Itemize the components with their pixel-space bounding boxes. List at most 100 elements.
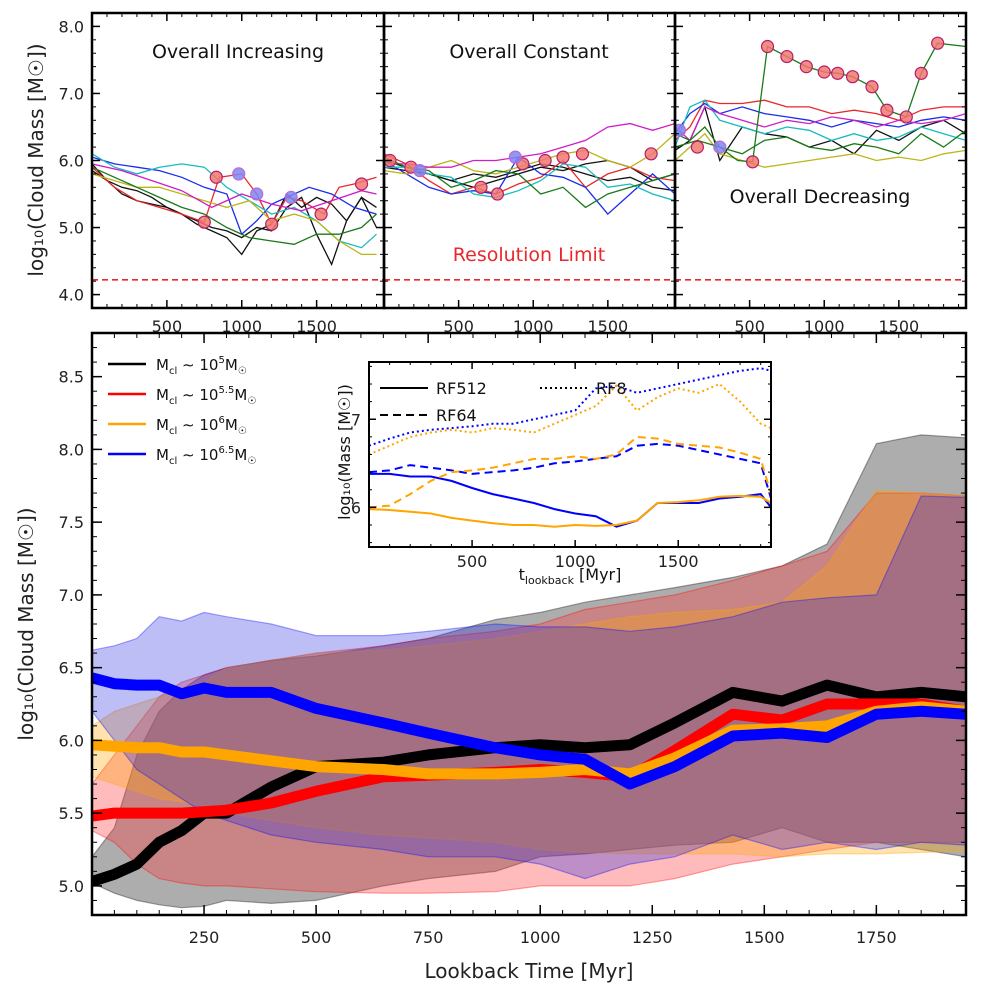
y-tick-label: 7 <box>351 410 361 429</box>
legend-label-1e5: Mcl ∼ 105M☉ <box>156 355 247 377</box>
y-tick-label: 5.0 <box>59 219 84 238</box>
merger-marker-red <box>745 155 760 169</box>
inset-lines <box>369 367 771 528</box>
band-1e6.5 <box>92 495 966 880</box>
merger-marker-blue <box>284 190 298 204</box>
mean-line-1e6.5 <box>92 672 966 790</box>
x-tick-label: 1000 <box>520 928 561 947</box>
merger-marker-red <box>556 150 570 164</box>
inset-line-RF512 <box>369 494 771 528</box>
inset-line-RF8 <box>369 382 771 456</box>
cloud-track-line <box>675 106 966 142</box>
inset-line-RF64 <box>369 442 771 499</box>
panel-decreasing-frame <box>673 11 968 310</box>
y-tick-label: 7.0 <box>59 586 84 605</box>
x-tick-label: 500 <box>152 317 183 336</box>
cloud-track-line <box>92 170 378 267</box>
y-tick-label: 8.0 <box>59 440 84 459</box>
merger-marker-red <box>799 60 813 74</box>
inset-background <box>369 362 771 547</box>
merger-marker-red <box>474 180 488 194</box>
x-tick-label: 750 <box>413 928 444 947</box>
cloud-track-line <box>675 132 966 168</box>
y-tick-label: 6.0 <box>59 731 84 750</box>
cloud-track-line <box>384 122 675 168</box>
merger-marker-red <box>817 65 831 79</box>
legend-label-1e6p5: Mcl ∼ 106.5M☉ <box>156 445 256 467</box>
y-tick-label: 8.0 <box>59 17 84 36</box>
merger-marker-red <box>914 66 928 80</box>
merger-marker-blue <box>508 150 522 164</box>
x-tick-label: 500 <box>443 317 474 336</box>
panel-constant-lines <box>384 122 675 281</box>
x-tick-label: 1500 <box>296 317 337 336</box>
y-tick-label: 4.0 <box>59 286 84 305</box>
cloud-track-line <box>675 99 966 148</box>
main-legend: Mcl ∼ 105M☉ Mcl ∼ 105.5M☉ Mcl ∼ 106M☉ Mc… <box>108 355 256 467</box>
main-mean-lines <box>92 672 966 887</box>
merger-marker-red <box>644 147 658 161</box>
x-tick-label: 1000 <box>221 317 262 336</box>
inset-panel: 500 1000 1500 6 7 RF512 RF64 RF8 log₁₀(Mass … <box>335 361 772 587</box>
inset-x-axis-title: tlookback [Myr] <box>519 565 622 587</box>
x-tick-label: 1000 <box>513 317 554 336</box>
y-tick-label: 8.5 <box>59 368 84 387</box>
x-tick-label: 1750 <box>856 928 897 947</box>
cloud-track-line <box>92 166 377 245</box>
y-tick-label: 6 <box>351 498 361 517</box>
inset-frame <box>368 361 772 548</box>
cloud-track-line <box>384 163 675 202</box>
main-frame <box>90 331 968 917</box>
merger-marker-red <box>899 110 913 124</box>
merger-marker-red <box>575 147 590 161</box>
main-x-axis-title: Lookback Time [Myr] <box>425 959 634 983</box>
y-tick-label: 6.0 <box>59 152 84 171</box>
x-tick-label: 1000 <box>555 552 596 571</box>
main-panel: 250 500 750 1000 1250 1500 1750 5.0 5.5 6.0 6.5 7.0… <box>14 331 968 983</box>
mean-line-1e6 <box>92 701 966 780</box>
x-tick-label: 1250 <box>632 928 673 947</box>
merger-marker-red <box>690 140 704 154</box>
panel-decreasing-title: Overall Decreasing <box>730 186 911 208</box>
inset-legend-rf512: RF512 <box>436 379 487 398</box>
merger-marker-blue <box>250 187 264 201</box>
x-tick-label: 1500 <box>878 317 919 336</box>
merger-marker-red <box>314 207 328 221</box>
x-tick-label: 250 <box>189 928 220 947</box>
cloud-track-line <box>384 156 675 209</box>
y-tick-label: 7.5 <box>59 513 84 532</box>
merger-marker-red <box>760 39 775 54</box>
merger-marker-red <box>880 103 894 117</box>
panel-increasing-title: Overall Increasing <box>152 41 324 63</box>
x-tick-label: 1000 <box>804 317 845 336</box>
merger-marker-red <box>265 217 279 231</box>
inset-legend-rf64: RF64 <box>436 406 477 425</box>
top-y-axis-title: log₁₀(Cloud Mass [M☉]) <box>24 43 48 276</box>
merger-marker-red <box>538 153 552 168</box>
y-tick-label: 6.5 <box>59 659 84 678</box>
merger-marker-red <box>865 80 879 94</box>
main-y-axis-title: log₁₀(Cloud Mass [M☉]) <box>14 507 38 740</box>
merger-marker-red <box>845 70 860 84</box>
top-panels: 500 1000 1500 4.0 5.0 6.0 7.0 8.0 500 1000 1500 500… <box>24 11 968 336</box>
y-tick-label: 7.0 <box>59 84 84 103</box>
main-ticks: 250 500 750 1000 1250 1500 1750 5.0 5.5 6.0 6.5 7.0… <box>59 333 966 947</box>
merger-marker-red <box>490 187 505 201</box>
merger-marker-red <box>931 36 945 50</box>
inset-line-RF8 <box>369 367 771 447</box>
merger-marker-red <box>831 66 845 80</box>
cloud-track-line <box>675 99 966 141</box>
cloud-track-line <box>92 156 377 236</box>
legend-label-1e5p5: Mcl ∼ 105.5M☉ <box>156 385 256 407</box>
merger-marker-blue <box>713 140 727 154</box>
cloud-track-line <box>384 133 675 175</box>
merger-marker-red <box>209 170 223 184</box>
legend-label-1e6: Mcl ∼ 106M☉ <box>156 415 247 437</box>
cloud-track-line <box>92 163 377 212</box>
merger-marker-red <box>197 215 211 229</box>
y-tick-label: 5.0 <box>59 877 84 896</box>
panel-increasing-lines <box>92 153 384 281</box>
inset-y-axis-title: log₁₀(Mass [M☉]) <box>335 384 354 520</box>
resolution-limit-label: Resolution Limit <box>453 244 605 266</box>
